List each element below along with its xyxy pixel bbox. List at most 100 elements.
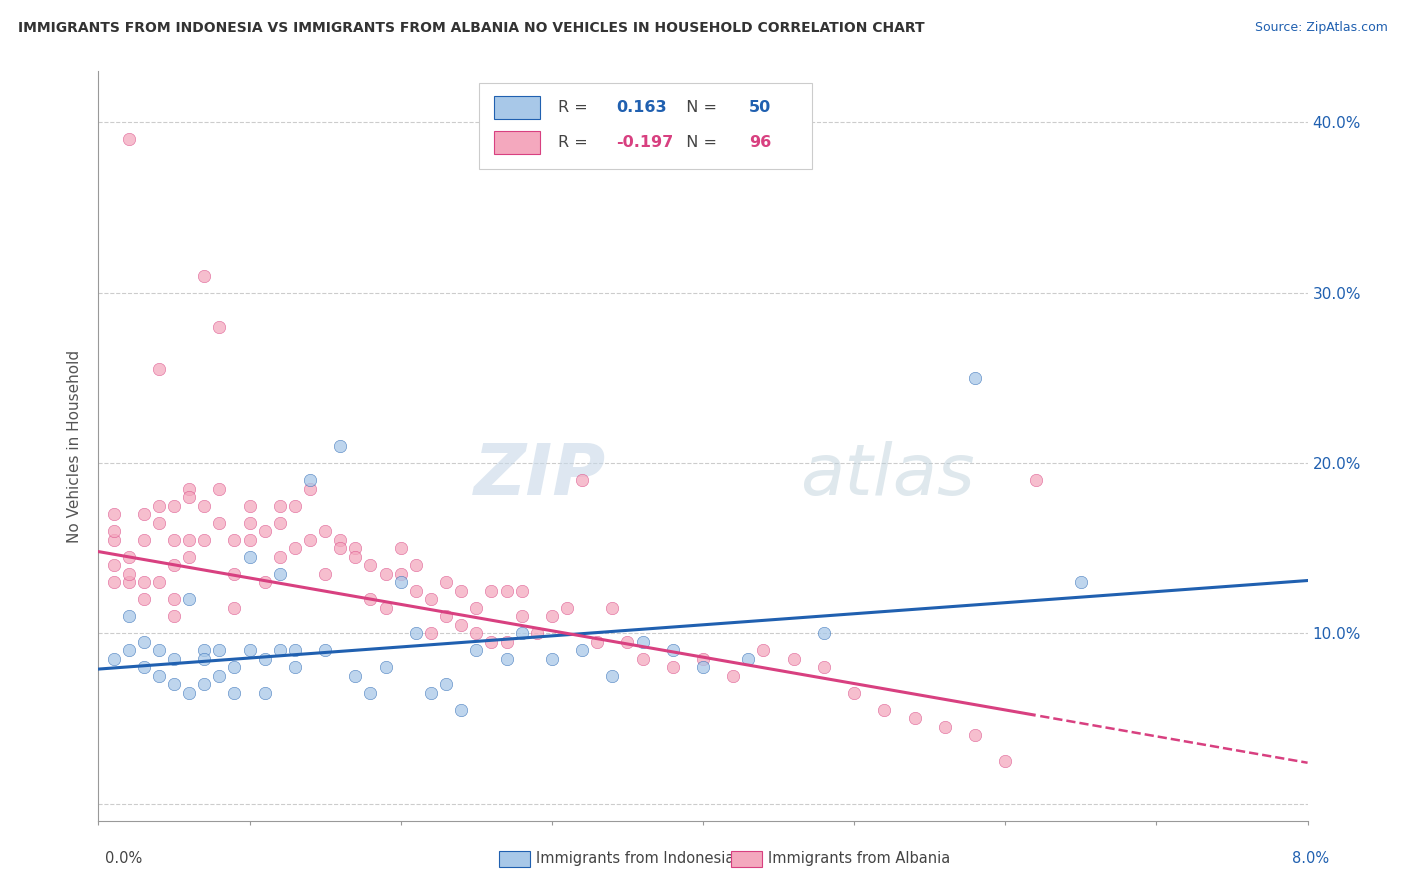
Point xyxy=(253,652,276,666)
Point xyxy=(148,643,170,657)
Text: 0.163: 0.163 xyxy=(616,100,666,115)
Point xyxy=(495,652,517,666)
Point xyxy=(616,635,638,649)
Point xyxy=(752,643,775,657)
Point xyxy=(284,643,307,657)
Point xyxy=(132,575,155,590)
Point xyxy=(692,652,714,666)
Point xyxy=(163,677,186,691)
Point xyxy=(163,533,186,547)
Point xyxy=(208,516,231,530)
Text: R =: R = xyxy=(558,135,593,150)
Point xyxy=(118,575,141,590)
Point xyxy=(253,524,276,538)
Point xyxy=(118,132,141,146)
Point xyxy=(253,686,276,700)
Point xyxy=(239,516,262,530)
Text: Immigrants from Indonesia: Immigrants from Indonesia xyxy=(536,852,734,866)
Point xyxy=(631,652,654,666)
Point xyxy=(208,669,231,683)
Point xyxy=(510,626,533,640)
Text: N =: N = xyxy=(676,100,723,115)
Point xyxy=(374,566,396,581)
Point xyxy=(344,549,367,564)
Point xyxy=(132,635,155,649)
Point xyxy=(844,686,866,700)
Point xyxy=(389,566,412,581)
Point xyxy=(540,652,562,666)
FancyBboxPatch shape xyxy=(479,83,811,169)
Point xyxy=(481,635,503,649)
Point xyxy=(239,499,262,513)
Point xyxy=(103,558,125,573)
Point xyxy=(163,652,186,666)
Point xyxy=(224,566,246,581)
Point xyxy=(103,524,125,538)
Point xyxy=(314,643,336,657)
Point xyxy=(1070,575,1092,590)
Point xyxy=(360,558,382,573)
Point xyxy=(208,643,231,657)
Point xyxy=(783,652,806,666)
Point xyxy=(193,499,215,513)
Point xyxy=(132,660,155,674)
FancyBboxPatch shape xyxy=(494,96,540,119)
Point xyxy=(465,626,488,640)
Point xyxy=(661,660,683,674)
Point xyxy=(405,626,427,640)
Point xyxy=(1025,473,1047,487)
Point xyxy=(555,600,578,615)
Point xyxy=(420,592,443,607)
Text: N =: N = xyxy=(676,135,723,150)
Point xyxy=(586,635,609,649)
Text: IMMIGRANTS FROM INDONESIA VS IMMIGRANTS FROM ALBANIA NO VEHICLES IN HOUSEHOLD CO: IMMIGRANTS FROM INDONESIA VS IMMIGRANTS … xyxy=(18,21,925,35)
Point xyxy=(132,507,155,521)
Point xyxy=(465,643,488,657)
Point xyxy=(450,583,472,598)
Point xyxy=(118,609,141,624)
Point xyxy=(132,533,155,547)
Text: 0.0%: 0.0% xyxy=(105,852,142,866)
Point xyxy=(148,669,170,683)
Point xyxy=(450,703,472,717)
Point xyxy=(465,600,488,615)
Point xyxy=(434,677,457,691)
Point xyxy=(179,490,201,504)
Point xyxy=(284,499,307,513)
Point xyxy=(299,473,322,487)
Point xyxy=(208,482,231,496)
Point xyxy=(239,533,262,547)
Point xyxy=(965,371,987,385)
Point xyxy=(661,643,683,657)
Point xyxy=(873,703,896,717)
Point xyxy=(118,549,141,564)
Point xyxy=(103,507,125,521)
Point xyxy=(224,533,246,547)
Point xyxy=(813,660,835,674)
Text: atlas: atlas xyxy=(800,442,974,510)
Point xyxy=(193,533,215,547)
Point xyxy=(253,575,276,590)
Point xyxy=(631,635,654,649)
Point xyxy=(374,600,396,615)
Point xyxy=(163,558,186,573)
Point xyxy=(269,516,291,530)
Point xyxy=(208,319,231,334)
Point xyxy=(360,686,382,700)
Point xyxy=(148,516,170,530)
Point xyxy=(269,499,291,513)
Point xyxy=(434,609,457,624)
Point xyxy=(148,499,170,513)
Point xyxy=(813,626,835,640)
Point xyxy=(434,575,457,590)
Point xyxy=(374,660,396,674)
Point xyxy=(389,541,412,556)
Point xyxy=(602,600,624,615)
Point xyxy=(344,669,367,683)
Point xyxy=(224,686,246,700)
Point xyxy=(118,566,141,581)
Y-axis label: No Vehicles in Household: No Vehicles in Household xyxy=(67,350,83,542)
Point xyxy=(540,609,562,624)
Point xyxy=(329,533,352,547)
Point xyxy=(269,566,291,581)
